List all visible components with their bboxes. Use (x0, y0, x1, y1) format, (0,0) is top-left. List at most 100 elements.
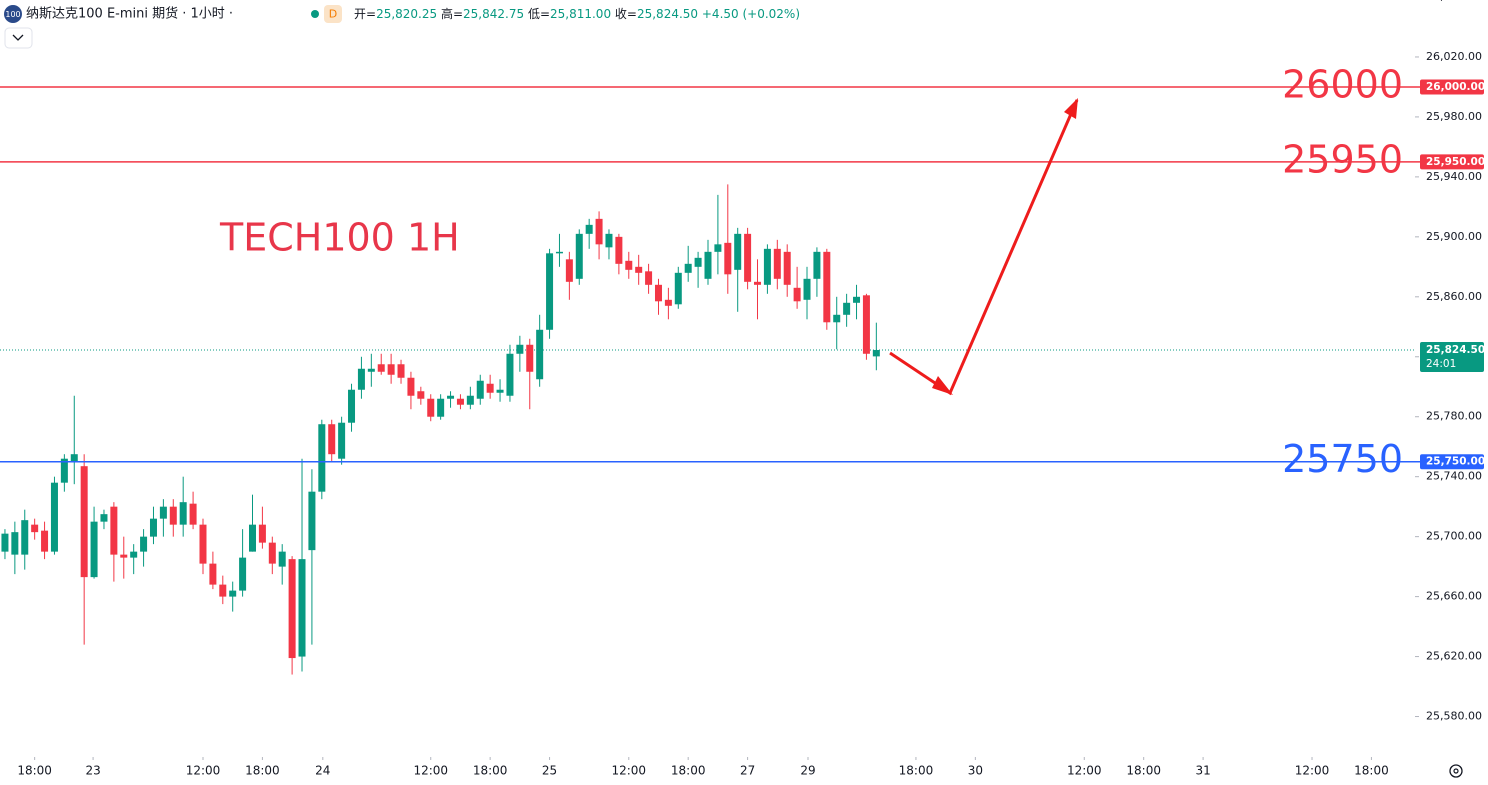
candle-body (585, 224, 593, 234)
candle-body (31, 524, 39, 533)
candle-body (70, 454, 78, 462)
candle-body (635, 266, 643, 273)
candle-body (357, 368, 365, 390)
candle-body (100, 514, 108, 522)
x-tick-label: 18:00 (899, 764, 934, 778)
y-tick-label: 25,940.00 (1426, 170, 1482, 183)
candle-body (595, 218, 603, 245)
candle-body (348, 389, 356, 423)
arrow-head (1064, 98, 1078, 119)
candle-body (110, 506, 118, 555)
candle-body (179, 502, 187, 525)
x-tick-label: 30 (968, 764, 983, 778)
candle-body (120, 554, 128, 558)
gear[interactable] (1449, 764, 1463, 778)
candle-body (466, 395, 474, 405)
candle-body (278, 551, 286, 567)
ohlc-value: 25,842.75 (463, 7, 524, 21)
candle-body (605, 233, 613, 248)
ohlc-label: 高= (441, 6, 463, 21)
candle-body (714, 244, 722, 252)
x-tick-label: 31 (1195, 764, 1210, 778)
x-tick-label: 18:00 (671, 764, 706, 778)
ohlc-label: 低= (528, 7, 550, 21)
candle-body (159, 506, 167, 519)
candle-body (90, 521, 98, 578)
level-badge (1420, 79, 1484, 95)
candle-body (308, 491, 316, 551)
candle-body (199, 524, 207, 564)
ohlc-value: 25,811.00 (550, 7, 611, 21)
candle-body (437, 398, 445, 417)
candle-body (377, 364, 385, 372)
candle-body (50, 482, 58, 552)
y-tick-label: 25,900.00 (1426, 230, 1482, 243)
candle-body (229, 590, 237, 597)
candle-body (664, 299, 672, 306)
chevron (12, 34, 24, 41)
x-tick-label: 12:00 (186, 764, 221, 778)
candle-body (546, 253, 554, 330)
candle-body (140, 536, 148, 552)
candle-body (41, 530, 49, 552)
candle-body (239, 557, 247, 591)
candle-body (773, 248, 781, 279)
x-tick-label: 24 (315, 764, 330, 778)
candle-body (872, 350, 880, 357)
level-label: 26000 (1282, 62, 1403, 106)
change: +4.50 (+0.02%) (702, 7, 800, 21)
candle-body (704, 251, 712, 279)
settings-icon[interactable] (1449, 764, 1463, 778)
annotation: TECH100 1H (219, 216, 460, 260)
gear-center (1453, 768, 1459, 774)
level-badge (1420, 154, 1484, 170)
candle-body (853, 296, 861, 303)
candle-body (219, 584, 227, 597)
candle-body (476, 380, 484, 399)
status-dot (311, 10, 319, 18)
candle-body (823, 251, 831, 323)
drawn-arrow (889, 99, 1079, 396)
y-tick-label: 25,740.00 (1426, 470, 1482, 483)
y-tick-label: 25,980.00 (1426, 110, 1482, 123)
candle-body (843, 302, 851, 315)
candle-body (783, 251, 791, 285)
y-tick-label: 25,700.00 (1426, 530, 1482, 543)
candle-body (813, 251, 821, 279)
candle-body (516, 344, 524, 354)
candle-body (130, 551, 138, 558)
candle-body (763, 248, 771, 285)
candle-body (615, 236, 623, 264)
candle-body (407, 377, 415, 396)
x-tick-label: 12:00 (611, 764, 646, 778)
ohlc: 开=25,820.25 高=25,842.75 低=25,811.00 收=25… (354, 6, 800, 21)
candle-body (249, 524, 257, 552)
x-tick-label: 25 (542, 764, 557, 778)
candle-body (555, 251, 563, 254)
candle-body (447, 395, 455, 399)
candle-body (694, 257, 702, 267)
y-tick-label: 25,860.00 (1426, 290, 1482, 303)
level-badge-text: 26,000.00 (1426, 81, 1485, 93)
candle-body (298, 559, 306, 657)
candle-body (149, 518, 157, 537)
candle-body (684, 263, 692, 273)
candle-body (268, 542, 276, 564)
candle-body (645, 271, 653, 285)
x-tick-label: 12:00 (413, 764, 448, 778)
level-badge (1420, 454, 1484, 470)
candle-body (387, 364, 395, 375)
candle-body (575, 233, 583, 279)
x-tick-label: 12:00 (1067, 764, 1102, 778)
candle-body (21, 520, 29, 555)
candle-body (724, 242, 732, 275)
candle-body (744, 233, 752, 282)
candle-body (417, 391, 425, 399)
x-tick-label: 18:00 (245, 764, 280, 778)
collapse-button[interactable] (4, 27, 33, 49)
candle-body (288, 559, 296, 659)
candle-body (793, 287, 801, 302)
candle-body (734, 233, 742, 270)
